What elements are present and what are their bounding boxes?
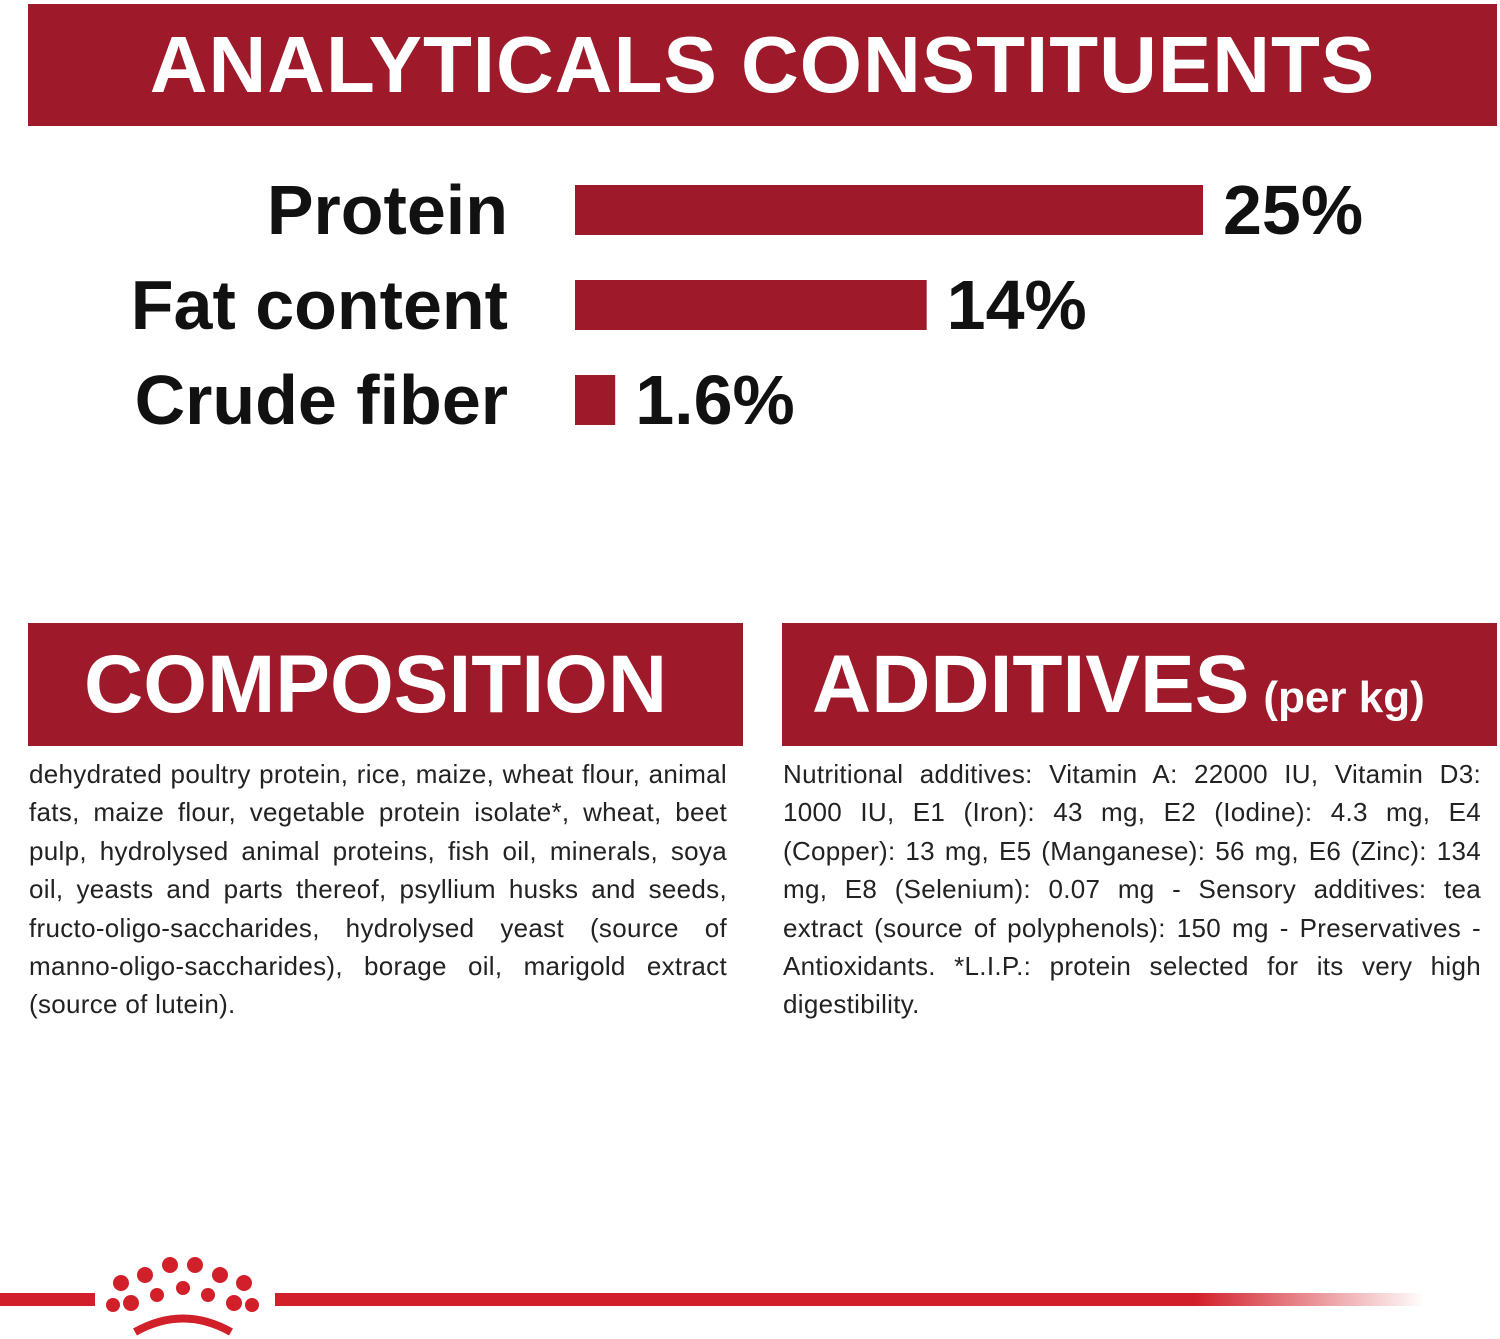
- category-label: Crude fiber: [135, 361, 508, 439]
- crown-icon: [106, 1257, 259, 1336]
- paragraph: Nutritional additives: Vitamin A: 22000 …: [783, 759, 1481, 1020]
- value-label: 1.6%: [635, 361, 795, 439]
- footer-logo: [0, 1257, 1425, 1336]
- chart: Protein 25% Fat content 14% Crude fiber 1.6%: [131, 171, 1363, 439]
- category-label: Protein: [267, 171, 508, 249]
- section-header: ADDITIVES (per kg): [782, 623, 1497, 746]
- bar: [575, 375, 616, 425]
- bar: [575, 185, 1203, 235]
- footer-line: [0, 1293, 95, 1306]
- bar: [575, 280, 927, 330]
- header-subtitle: (per kg): [1263, 673, 1425, 722]
- section-header: ANALYTICALS CONSTITUENTS: [28, 4, 1497, 126]
- value-label: 25%: [1223, 171, 1363, 249]
- paragraph: dehydrated poultry protein, rice, maize,…: [29, 759, 727, 1020]
- category-label: Fat content: [131, 266, 508, 344]
- header-title: ADDITIVES: [812, 639, 1250, 730]
- footer-line: [275, 1293, 1425, 1306]
- section-header: COMPOSITION: [28, 623, 743, 746]
- value-label: 14%: [947, 266, 1087, 344]
